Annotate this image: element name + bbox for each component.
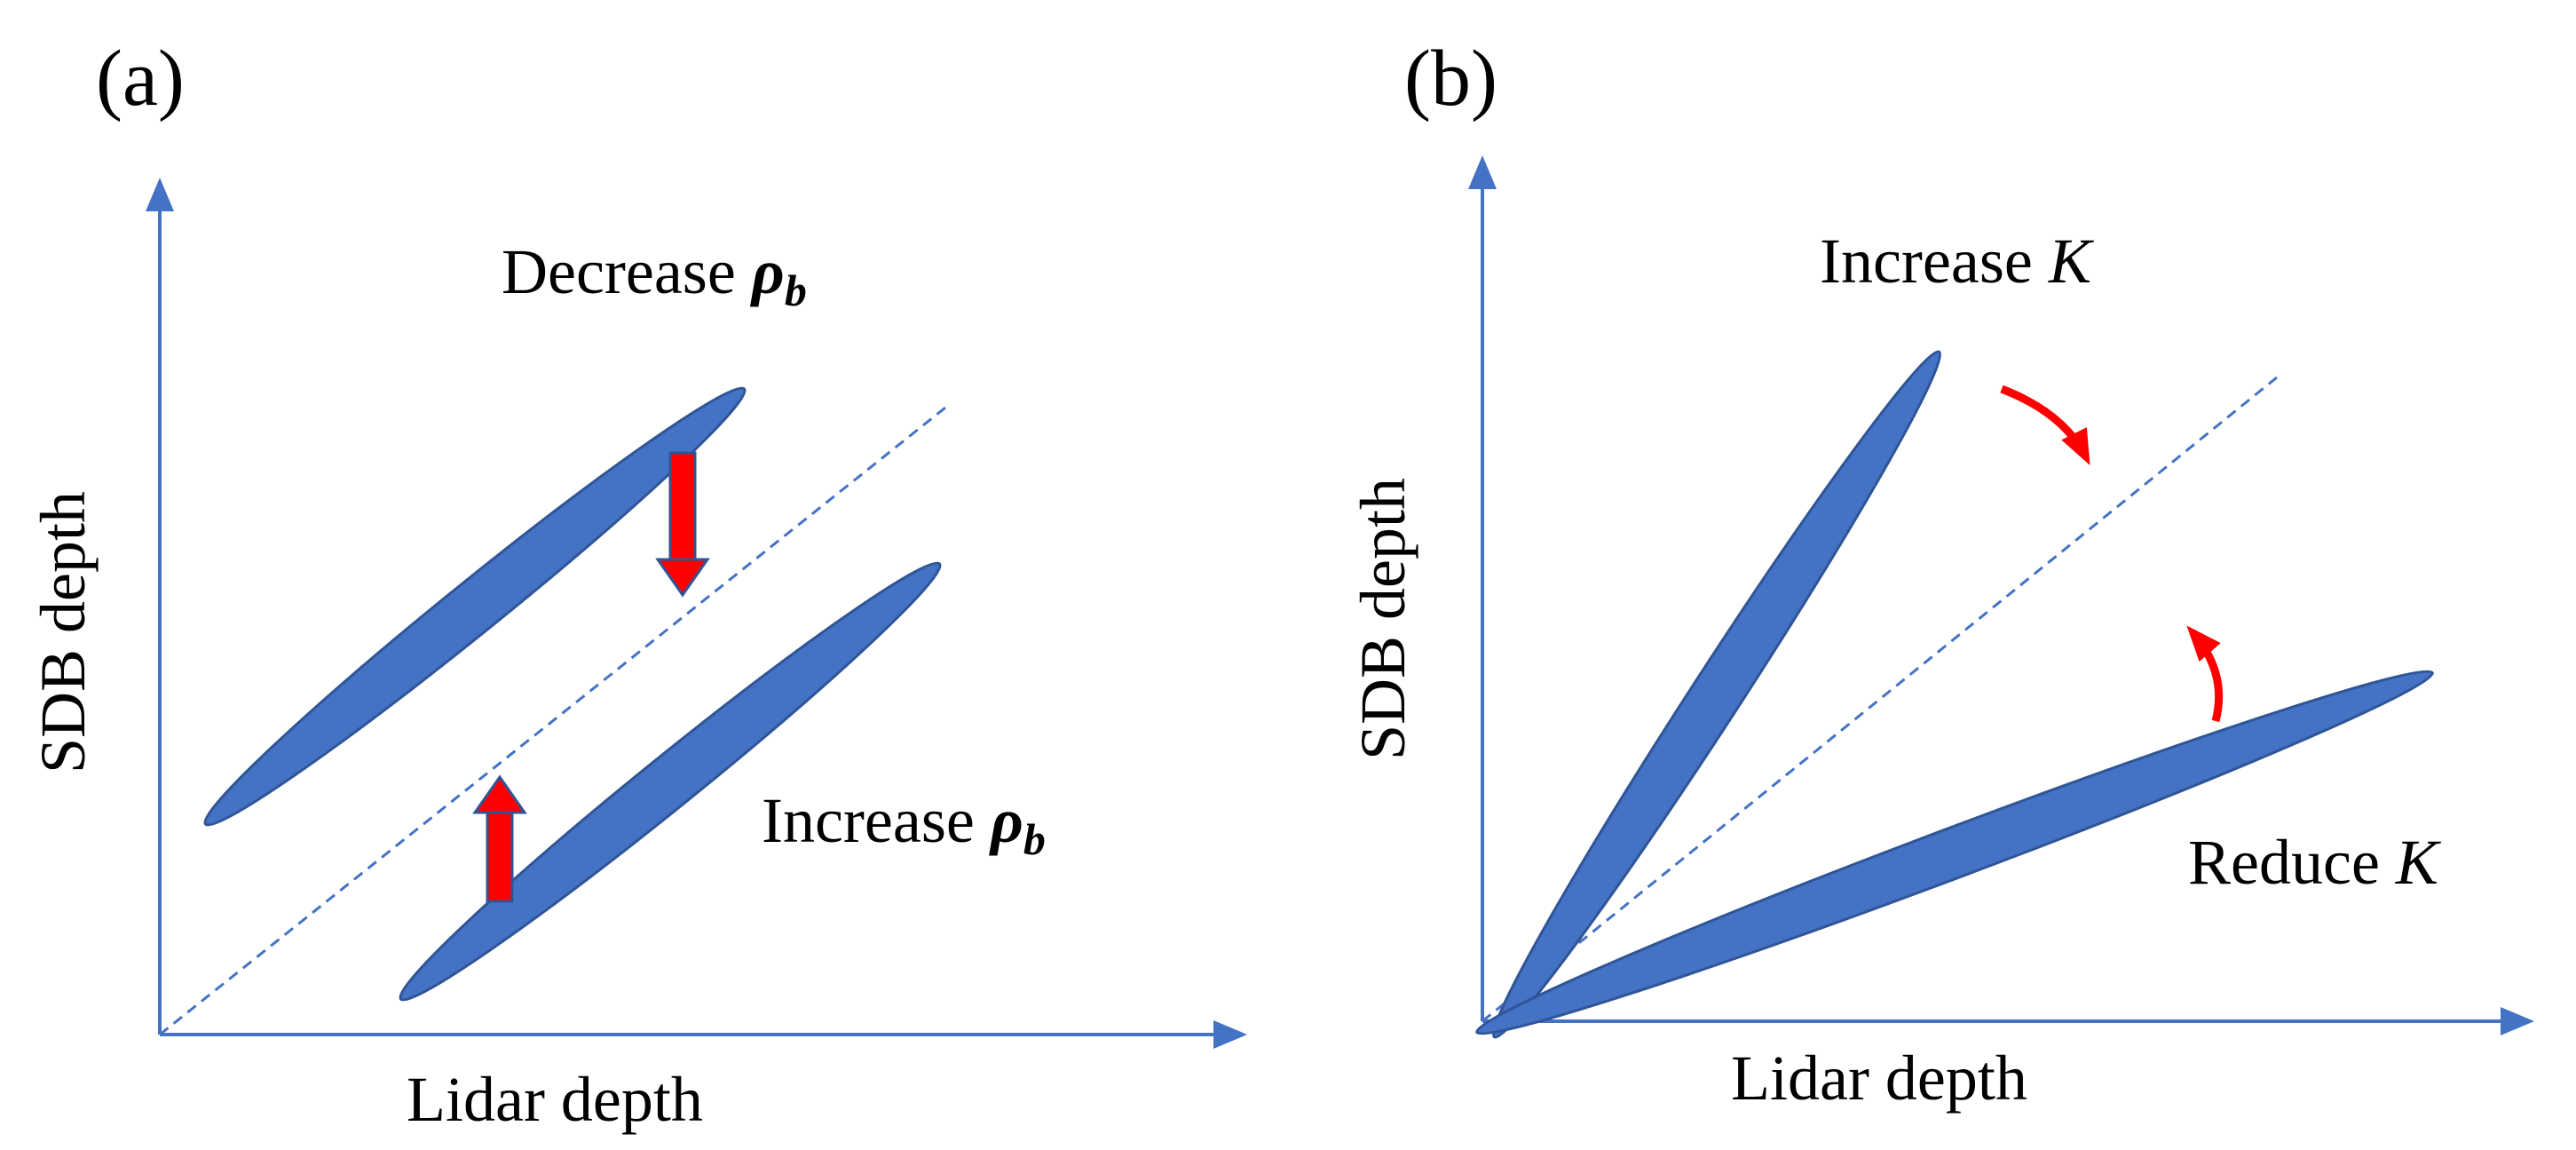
- panel-b-identity-line: [1482, 376, 2278, 1023]
- panel-b-y-axis-label: SDB depth: [1347, 478, 1418, 760]
- panel-b-lower-ellipse: [1475, 670, 2434, 1035]
- panel-a-identity-line: [159, 402, 951, 1036]
- panel-a-y-axis-arrowhead: [146, 178, 174, 211]
- panel-b-y-axis-arrowhead: [1468, 155, 1497, 189]
- panel-b: (b) Increase K Reduce K Lidar depth SDB …: [1347, 35, 2534, 1114]
- panel-b-x-axis-arrowhead: [2501, 1007, 2534, 1035]
- panel-a-increase-annotation: Increase ρb: [762, 785, 1046, 864]
- panel-a-y-axis-label: SDB depth: [28, 491, 99, 773]
- panel-a-label: (a): [96, 35, 185, 123]
- panel-a-down-arrow: [655, 451, 710, 598]
- panel-b-increase-annotation: Increase K: [1820, 226, 2095, 297]
- panel-b-clockwise-arrow: [2000, 385, 2090, 465]
- panel-a-upper-ellipse: [203, 386, 747, 827]
- panel-b-label: (b): [1404, 35, 1497, 123]
- panel-b-upper-ellipse: [1491, 350, 1942, 1039]
- panel-a-x-axis-label: Lidar depth: [407, 1064, 703, 1135]
- panel-a-decrease-annotation: Decrease ρb: [502, 236, 807, 315]
- panel-a-lower-ellipse: [399, 561, 942, 1002]
- panel-b-counterclockwise-arrow: [2186, 625, 2224, 723]
- panel-b-reduce-annotation: Reduce K: [2188, 827, 2442, 898]
- panel-a-up-arrow: [472, 774, 527, 903]
- panel-b-x-axis-label: Lidar depth: [1731, 1043, 2027, 1114]
- panel-a: (a) Decrease ρb Increase ρb Lidar depth …: [28, 35, 1247, 1135]
- panel-a-x-axis-arrowhead: [1213, 1020, 1247, 1049]
